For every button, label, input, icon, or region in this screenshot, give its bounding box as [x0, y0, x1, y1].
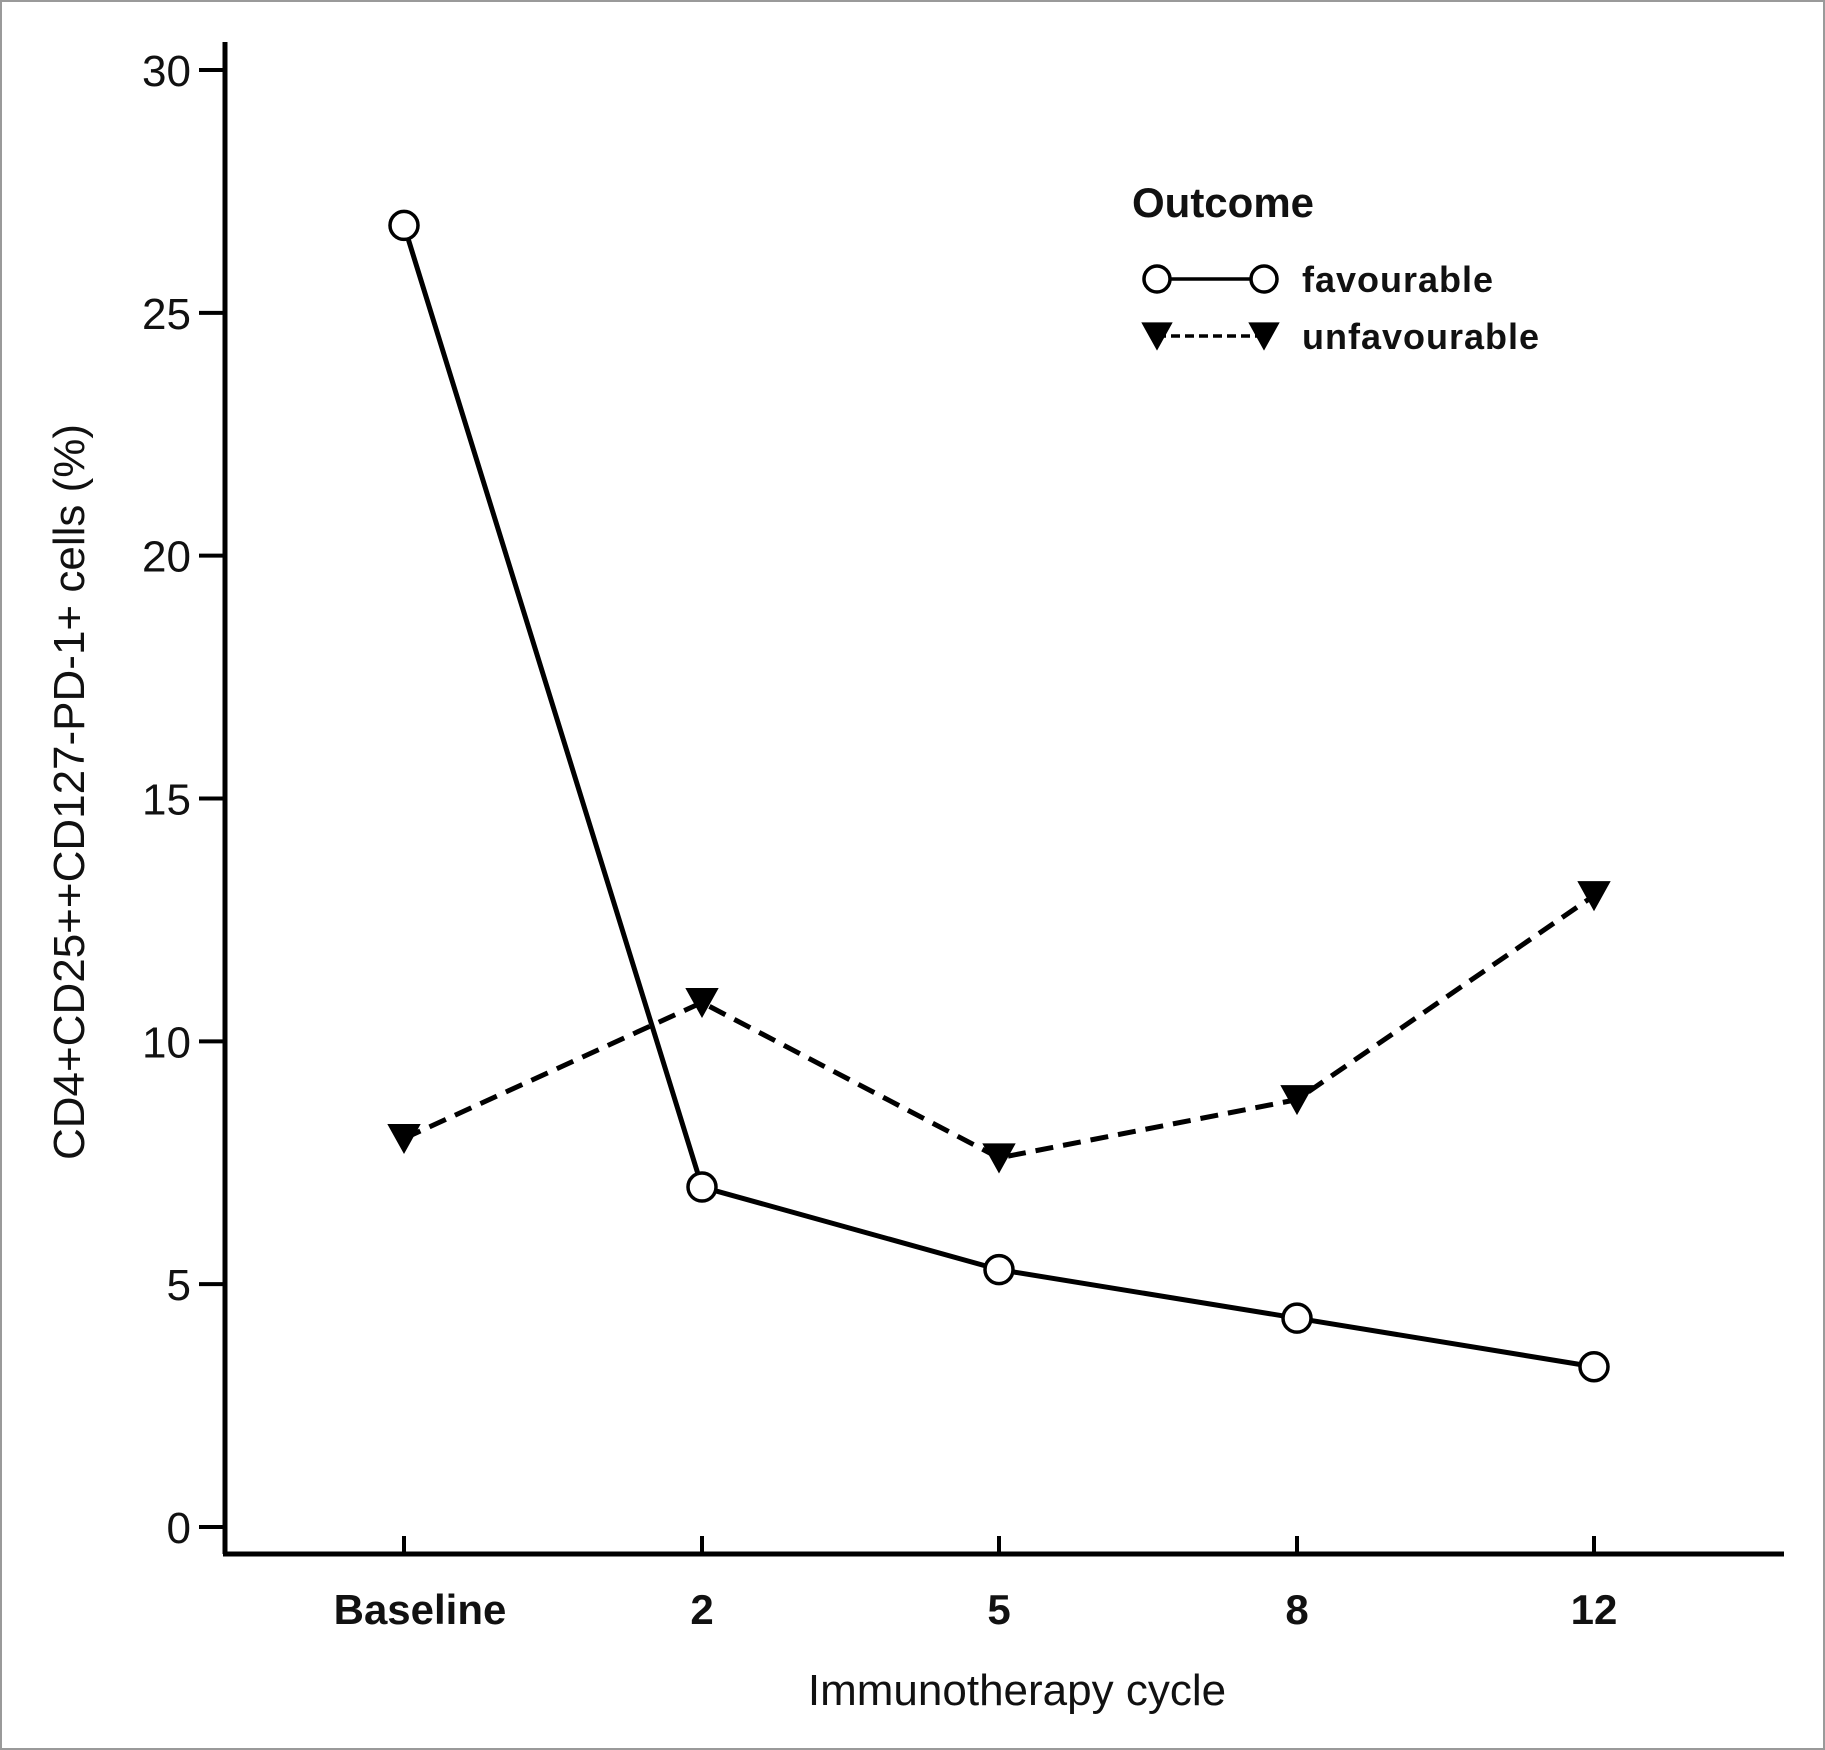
point-favourable	[983, 1253, 1015, 1286]
y-tick-label: 25	[142, 290, 191, 339]
point-unfavourable	[982, 1143, 1016, 1174]
y-axis-ticks: 0 5 10 15 20 25 30	[142, 47, 225, 1553]
legend-marker	[1142, 264, 1172, 294]
x-tick-label: 8	[1285, 1586, 1308, 1633]
series-favourable	[388, 209, 1610, 1383]
y-axis-title: CD4+CD25++CD127-PD-1+ cells (%)	[45, 424, 94, 1160]
series-line-favourable	[401, 224, 1595, 1370]
y-tick-label: 10	[142, 1018, 191, 1067]
legend-label: unfavourable	[1302, 316, 1540, 357]
series-unfavourable	[387, 881, 1611, 1174]
legend-title: Outcome	[1132, 179, 1314, 226]
point-favourable	[1578, 1350, 1610, 1383]
legend: Outcome favourable unfavourable	[1132, 179, 1540, 357]
legend-marker	[1141, 322, 1173, 351]
y-tick-label: 15	[142, 776, 191, 825]
y-tick-label: 0	[167, 1504, 191, 1553]
legend-label: favourable	[1302, 259, 1494, 300]
point-favourable	[1281, 1302, 1313, 1334]
x-axis-title: Immunotherapy cycle	[808, 1666, 1226, 1715]
x-tick-label: 5	[987, 1586, 1010, 1633]
point-unfavourable	[685, 987, 719, 1019]
x-tick-label: Baseline	[334, 1586, 507, 1633]
axes	[222, 42, 1784, 1557]
series-layer	[387, 209, 1611, 1383]
legend-entry-unfavourable: unfavourable	[1141, 316, 1540, 357]
point-unfavourable	[1280, 1085, 1314, 1116]
point-favourable	[388, 209, 420, 242]
point-unfavourable	[1577, 881, 1611, 912]
legend-marker	[1248, 322, 1280, 351]
y-tick-label: 30	[142, 47, 191, 96]
series-line-unfavourable	[402, 893, 1596, 1161]
point-favourable	[686, 1171, 718, 1203]
point-unfavourable	[387, 1123, 421, 1155]
x-tick-label: 12	[1571, 1586, 1618, 1633]
x-axis-ticks: Baseline 2 5 8 12	[334, 1536, 1618, 1633]
legend-entry-favourable: favourable	[1142, 259, 1494, 300]
x-tick-label: 2	[690, 1586, 713, 1633]
legend-marker	[1249, 264, 1279, 294]
y-tick-label: 20	[142, 533, 191, 582]
y-tick-label: 5	[167, 1261, 191, 1310]
